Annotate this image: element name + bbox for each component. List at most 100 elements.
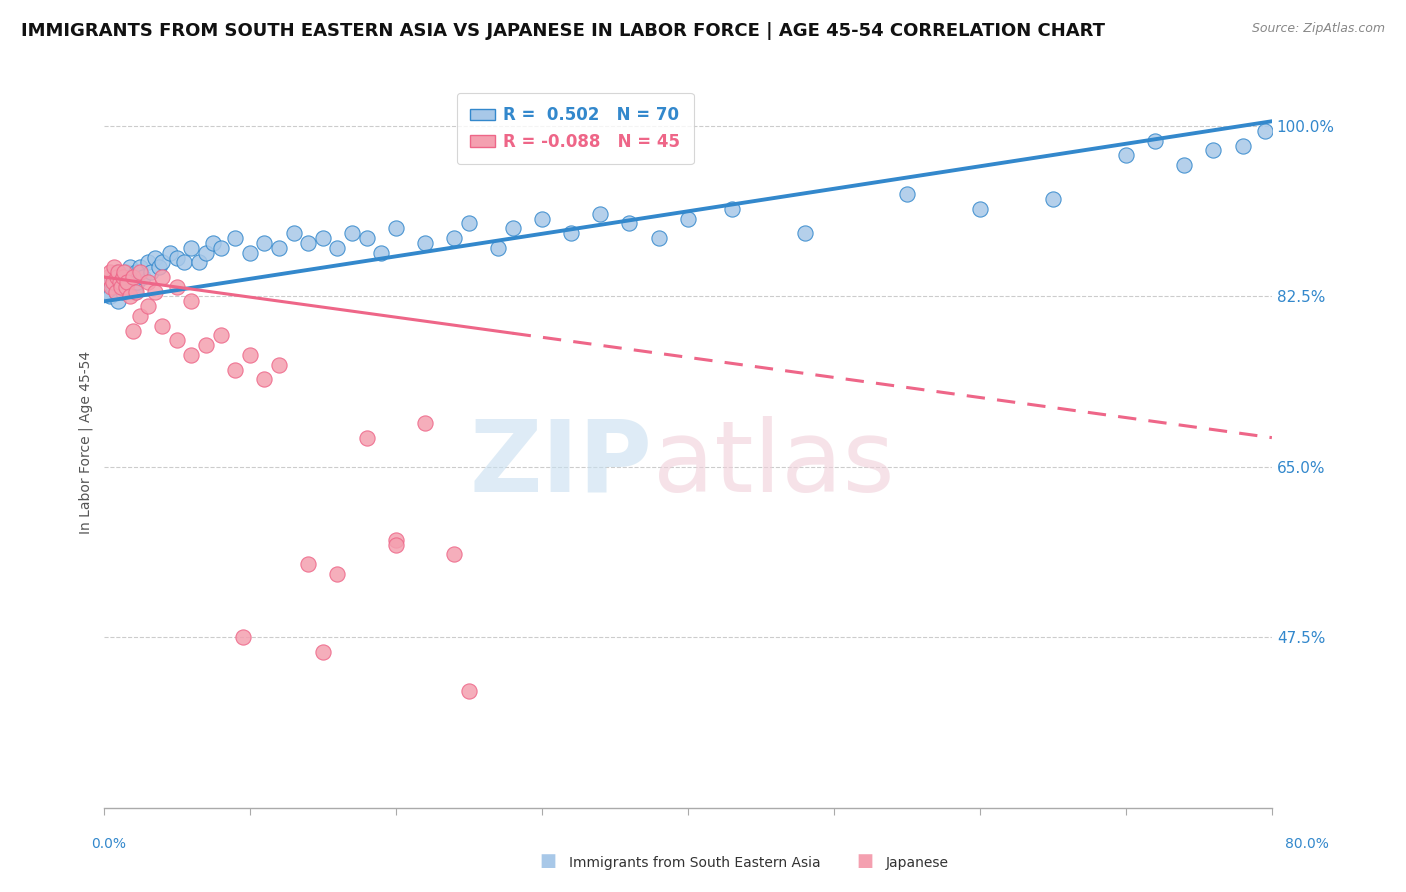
Point bbox=[340, 226, 363, 240]
Point bbox=[98, 265, 121, 279]
Point bbox=[124, 285, 146, 299]
Point bbox=[129, 265, 152, 279]
Point bbox=[267, 241, 290, 255]
Point bbox=[107, 265, 129, 279]
Point bbox=[139, 265, 162, 279]
Point bbox=[1232, 138, 1254, 153]
Point bbox=[104, 285, 127, 299]
Point bbox=[105, 265, 128, 279]
Text: ZIP: ZIP bbox=[470, 416, 652, 513]
Y-axis label: In Labor Force | Age 45-54: In Labor Force | Age 45-54 bbox=[79, 351, 93, 534]
Point bbox=[136, 275, 159, 289]
Point bbox=[180, 241, 202, 255]
Point bbox=[443, 548, 465, 562]
Point bbox=[1115, 148, 1137, 162]
Text: 80.0%: 80.0% bbox=[1285, 837, 1329, 851]
Point bbox=[297, 235, 319, 250]
Point bbox=[110, 275, 132, 289]
Point bbox=[457, 683, 479, 698]
Point bbox=[115, 279, 138, 293]
Point bbox=[385, 221, 408, 235]
Point bbox=[1253, 124, 1275, 138]
Point bbox=[312, 231, 335, 245]
Point bbox=[103, 260, 125, 275]
Point bbox=[232, 630, 254, 644]
Point bbox=[118, 275, 141, 289]
Point bbox=[253, 372, 276, 386]
Point bbox=[150, 255, 173, 269]
Point bbox=[150, 270, 173, 285]
Point bbox=[111, 285, 134, 299]
Point bbox=[224, 362, 246, 376]
Text: 0.0%: 0.0% bbox=[91, 837, 127, 851]
Point bbox=[100, 279, 122, 293]
Point bbox=[129, 309, 152, 323]
Point bbox=[112, 265, 135, 279]
Point bbox=[101, 275, 124, 289]
Point bbox=[166, 251, 188, 265]
Point bbox=[110, 279, 132, 293]
Point bbox=[457, 217, 479, 231]
Point bbox=[356, 431, 378, 445]
Point bbox=[969, 202, 991, 216]
Point bbox=[224, 231, 246, 245]
Point bbox=[370, 245, 392, 260]
Point bbox=[105, 270, 128, 285]
Point bbox=[148, 260, 170, 275]
Point bbox=[125, 265, 148, 279]
Point bbox=[356, 231, 378, 245]
Point bbox=[180, 348, 202, 362]
Text: Immigrants from South Eastern Asia: Immigrants from South Eastern Asia bbox=[569, 855, 821, 870]
Text: IMMIGRANTS FROM SOUTH EASTERN ASIA VS JAPANESE IN LABOR FORCE | AGE 45-54 CORREL: IMMIGRANTS FROM SOUTH EASTERN ASIA VS JA… bbox=[21, 22, 1105, 40]
Point bbox=[195, 338, 218, 352]
Point bbox=[297, 558, 319, 572]
Point bbox=[173, 255, 195, 269]
Point bbox=[120, 289, 142, 303]
Point bbox=[385, 538, 408, 552]
Point bbox=[676, 211, 699, 226]
Point bbox=[101, 279, 124, 293]
Point bbox=[159, 245, 181, 260]
Point bbox=[413, 235, 436, 250]
Point bbox=[143, 285, 166, 299]
Point bbox=[166, 334, 188, 348]
Point bbox=[202, 235, 225, 250]
Point bbox=[125, 285, 148, 299]
Point bbox=[486, 241, 509, 255]
Point bbox=[114, 265, 136, 279]
Point bbox=[560, 226, 582, 240]
Point bbox=[108, 275, 131, 289]
Point bbox=[619, 217, 641, 231]
Point bbox=[111, 270, 134, 285]
Point bbox=[1202, 144, 1225, 158]
Point bbox=[793, 226, 815, 240]
Point bbox=[239, 245, 262, 260]
Point bbox=[443, 231, 465, 245]
Point bbox=[267, 358, 290, 372]
Point bbox=[108, 279, 131, 293]
Text: ■: ■ bbox=[540, 852, 557, 870]
Point bbox=[312, 645, 335, 659]
Point bbox=[209, 241, 232, 255]
Point bbox=[114, 279, 136, 293]
Point bbox=[530, 211, 553, 226]
Legend: R =  0.502   N = 70, R = -0.088   N = 45: R = 0.502 N = 70, R = -0.088 N = 45 bbox=[457, 93, 693, 164]
Point bbox=[98, 289, 121, 303]
Point bbox=[100, 275, 122, 289]
Point bbox=[413, 416, 436, 430]
Point bbox=[326, 241, 349, 255]
Point bbox=[127, 275, 149, 289]
Point bbox=[180, 294, 202, 309]
Point bbox=[253, 235, 276, 250]
Point bbox=[112, 270, 135, 285]
Point bbox=[896, 187, 918, 202]
Point bbox=[385, 533, 408, 547]
Point bbox=[187, 255, 209, 269]
Point bbox=[97, 270, 120, 285]
Point bbox=[132, 270, 155, 285]
Point bbox=[143, 251, 166, 265]
Point bbox=[239, 348, 262, 362]
Point bbox=[103, 270, 125, 285]
Point bbox=[195, 245, 218, 260]
Point bbox=[122, 324, 145, 338]
